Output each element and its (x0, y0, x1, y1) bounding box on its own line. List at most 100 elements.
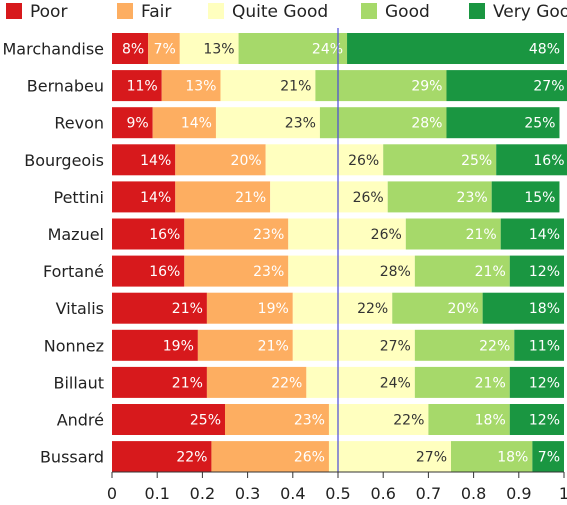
bar-segment-poor (112, 144, 176, 176)
data-label: 14% (140, 190, 171, 206)
data-label: 27% (533, 79, 564, 95)
data-label: 7% (154, 42, 176, 58)
bar-segment-poor (112, 292, 207, 324)
bar-segment-fair (211, 441, 329, 473)
bar-segment-poor (112, 441, 212, 473)
data-label: 26% (353, 190, 384, 206)
data-label: 23% (457, 190, 488, 206)
x-tick-label: 0.2 (190, 484, 215, 503)
data-label: 19% (258, 301, 289, 317)
bar-segment-good (428, 404, 510, 435)
legend-label-very-good: Very Good (493, 2, 567, 22)
bar-segment-fair (175, 144, 266, 176)
data-label: 26% (371, 227, 402, 243)
data-label: 13% (185, 79, 216, 95)
bar-segment-poor (112, 255, 185, 287)
bar-segment-good (405, 218, 501, 250)
data-label: 22% (176, 450, 207, 466)
bar-segment-good (414, 366, 510, 398)
bar-segment-quite-good (270, 181, 388, 213)
data-label: 28% (411, 116, 442, 132)
data-label: 26% (294, 450, 325, 466)
data-label: 18% (497, 450, 528, 466)
bar-segment-good (451, 441, 533, 473)
x-tick-label: 0.6 (370, 484, 395, 503)
x-tick-label: 0.4 (280, 484, 305, 503)
category-label-pettini: Pettini (54, 188, 105, 207)
data-label: 18% (475, 413, 506, 429)
bar-segment-poor (112, 33, 149, 64)
bar-segment-quite-good (288, 218, 406, 250)
data-label: 25% (524, 116, 555, 132)
bar-segment-very-good (500, 218, 564, 250)
legend-swatch-fair (117, 3, 133, 19)
bar-segment-very-good (446, 107, 560, 139)
bar-segment-fair (148, 33, 180, 64)
data-label: 21% (466, 227, 497, 243)
bar-segment-quite-good (215, 107, 320, 139)
data-label: 12% (529, 413, 560, 429)
x-tick-label: 0.9 (506, 484, 531, 503)
data-label: 14% (181, 116, 212, 132)
data-label: 21% (172, 375, 203, 391)
data-label: 7% (538, 450, 560, 466)
data-label: 22% (357, 301, 388, 317)
bar-segment-poor (112, 329, 198, 361)
legend-swatch-good (361, 3, 377, 19)
data-label: 26% (348, 153, 379, 169)
data-label: 12% (529, 264, 560, 280)
x-tick-label: 0.3 (235, 484, 260, 503)
bar-segment-quite-good (292, 292, 393, 324)
bar-segment-very-good (509, 404, 564, 435)
bar-segment-poor (112, 218, 185, 250)
bar-segment-poor (112, 366, 207, 398)
bar-segment-poor (112, 70, 162, 102)
category-label-andre: André (57, 411, 104, 430)
bar-segment-quite-good (292, 329, 415, 361)
legend-label-poor: Poor (30, 2, 67, 22)
data-label: 20% (448, 301, 479, 317)
data-label: 22% (271, 375, 302, 391)
data-label: 16% (149, 264, 180, 280)
legend-label-quite-good: Quite Good (232, 2, 328, 22)
bar-segment-good (383, 144, 497, 176)
data-label: 21% (280, 79, 311, 95)
bar-segment-very-good (491, 181, 560, 213)
bar-segment-quite-good (265, 144, 384, 176)
bar-segment-quite-good (306, 366, 415, 398)
data-label: 20% (231, 153, 262, 169)
data-label: 15% (524, 190, 555, 206)
data-label: 11% (529, 338, 560, 354)
data-label: 13% (203, 42, 234, 58)
x-tick-label: 0.7 (416, 484, 441, 503)
data-label: 19% (163, 338, 194, 354)
legend-label-good: Good (385, 2, 430, 22)
x-tick-label: 0.5 (325, 484, 350, 503)
bar-segment-quite-good (179, 33, 239, 64)
bar-segment-very-good (347, 33, 564, 64)
data-label: 14% (140, 153, 171, 169)
bar-segment-poor (112, 181, 176, 213)
legend-swatch-quite-good (208, 3, 224, 19)
bar-segment-fair (225, 404, 329, 435)
bar-segment-fair (175, 181, 271, 213)
data-label: 11% (127, 79, 158, 95)
category-label-bourgeois: Bourgeois (24, 151, 104, 170)
bar-segment-quite-good (328, 404, 429, 435)
data-label: 12% (529, 375, 560, 391)
bar-segment-very-good (482, 292, 564, 324)
bar-segment-good (315, 70, 447, 102)
x-tick-label: 0.1 (144, 484, 169, 503)
bar-segment-good (238, 33, 348, 64)
data-label: 21% (235, 190, 266, 206)
bar-segment-poor (112, 404, 225, 435)
x-tick-label: 0.8 (461, 484, 486, 503)
data-label: 22% (479, 338, 510, 354)
bar-segment-good (392, 292, 483, 324)
category-label-nonnez: Nonnez (44, 336, 104, 355)
data-label: 23% (294, 413, 325, 429)
data-label: 23% (253, 227, 284, 243)
bar-segment-good (414, 255, 510, 287)
data-label: 21% (475, 264, 506, 280)
data-label: 23% (285, 116, 316, 132)
